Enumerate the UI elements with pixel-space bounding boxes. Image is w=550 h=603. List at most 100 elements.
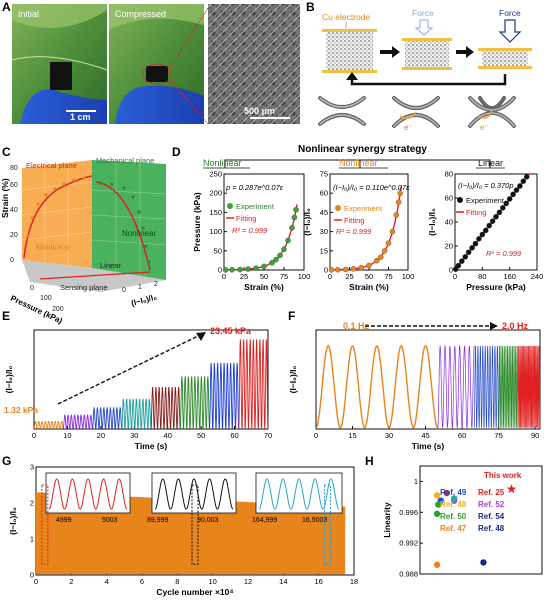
label-force-2: Force xyxy=(499,8,521,18)
mechanical-data-points xyxy=(98,181,151,264)
y-tick-label: 30 xyxy=(320,227,328,236)
panel-letter-b: B xyxy=(306,0,315,14)
data-point xyxy=(496,209,503,216)
arrow-right-icon xyxy=(456,46,474,58)
x-axis-label: Cycle number ×10⁴ xyxy=(156,587,233,597)
equation-d3: (I−I₀)/I₀ = 0.370p xyxy=(458,181,514,190)
x-tick-label: 30 xyxy=(385,431,393,440)
ref-point xyxy=(433,492,441,499)
legend-fit-d1: Fitting xyxy=(236,214,256,223)
x-tick-label: 0 xyxy=(32,431,36,440)
x-tick-label: 240 xyxy=(531,272,544,281)
svg-text:100: 100 xyxy=(40,295,52,302)
panel-h: H 0.988 0.992 0.996 1 Linearity This work Re… xyxy=(365,454,543,579)
y-tick-label: 0 xyxy=(30,571,34,580)
data-point xyxy=(291,214,298,221)
x-tick-label: 75 xyxy=(280,272,288,281)
x-tick-label: 100 xyxy=(402,272,415,281)
inset3-left: 164,999 xyxy=(252,517,277,524)
label-this-work: This work xyxy=(484,471,522,480)
data-point xyxy=(281,246,287,253)
data-point xyxy=(328,267,335,273)
plot-frame xyxy=(315,329,541,430)
x-tick-label: 0 xyxy=(34,577,38,586)
mechanical-plane xyxy=(92,160,166,280)
panel-b: B Cu electrode Force Force xyxy=(306,0,532,132)
x-tick-label: 30 xyxy=(130,431,138,440)
strategy-title: Nonlinear synergy strategy xyxy=(298,144,427,155)
data-point xyxy=(462,254,468,260)
panel-letter-g: G xyxy=(2,454,11,468)
inset1-left: 4999 xyxy=(56,517,72,524)
data-point xyxy=(493,213,499,220)
r2-d3: R² = 0.999 xyxy=(486,249,522,258)
label-linear: Linear xyxy=(100,261,121,270)
svg-text:1: 1 xyxy=(138,284,142,291)
data-point xyxy=(524,174,530,180)
x-tick-label: 16 xyxy=(314,577,322,586)
data-point xyxy=(277,252,283,259)
y-axis-label: Linearity xyxy=(382,502,392,538)
data-point xyxy=(500,205,506,211)
electron-label-2: e⁻ xyxy=(480,123,489,132)
x-axis-label: Time (s) xyxy=(135,441,168,451)
electrical-plane xyxy=(22,160,92,268)
zoom-marker xyxy=(41,484,49,565)
x-tick-label: 70 xyxy=(264,431,272,440)
x-axis-label: Strain (%) xyxy=(244,282,284,292)
y-tick-label: 3 xyxy=(30,463,34,472)
signal-trace xyxy=(473,345,499,428)
data-point xyxy=(377,254,384,260)
x-axis-label: Time (s) xyxy=(412,441,445,451)
chart-f: 0 15 30 45 60 75 90 Time (s) (I−I₀)/I₀ xyxy=(288,329,541,451)
c-z-axis-label: Strain (%) xyxy=(0,178,10,218)
arrow-icon xyxy=(196,332,206,341)
y-tick-label: 1 xyxy=(30,535,34,544)
signal-trace xyxy=(150,387,181,429)
panel-d: D Nonlinear synergy strategy Nonlinear N… xyxy=(172,144,543,292)
x-tick-label: 160 xyxy=(503,272,516,281)
label-low-freq: 0.1 Hz xyxy=(343,321,370,331)
data-point xyxy=(465,249,472,255)
data-point xyxy=(245,266,251,272)
data-point xyxy=(455,262,462,269)
equation-d1: p = 0.287e^0.07ε xyxy=(225,183,284,192)
ref-point xyxy=(480,559,487,566)
label-nonlinear-right: Nonlinear xyxy=(122,229,157,238)
data-point xyxy=(285,237,291,244)
c-y-axis-label: (I−I₀)/I₀ xyxy=(130,292,158,308)
r2-d2: R² = 0.999 xyxy=(336,227,372,236)
plot-frame xyxy=(419,465,543,575)
inset-trace xyxy=(48,478,128,510)
y-tick-label: 60 xyxy=(320,189,328,198)
electrical-data-points xyxy=(26,176,86,238)
legend-exp-d1: Experiment xyxy=(236,202,275,211)
x-tick-label: 0 xyxy=(314,431,318,440)
signal-trace xyxy=(33,420,64,430)
data-point xyxy=(479,231,486,238)
signal-trace xyxy=(121,398,152,429)
x-tick-label: 45 xyxy=(421,431,429,440)
legend-entry: Ref. 48 xyxy=(440,500,467,509)
svg-text:80: 80 xyxy=(10,165,18,172)
data-point xyxy=(489,218,496,224)
ref-point xyxy=(433,510,441,518)
signal-trace xyxy=(498,345,519,428)
data-point xyxy=(506,196,513,202)
y-axis-label: (I−I₀)/I₀ xyxy=(288,365,298,393)
data-point xyxy=(510,191,516,198)
svg-text:2: 2 xyxy=(154,281,158,288)
legend-h: Ref. 49 Ref. 25 Ref. 48 Ref. 52 Ref. 50 Ref. … xyxy=(440,488,505,533)
data-point xyxy=(397,190,403,196)
y-tick-label: 60 xyxy=(445,194,453,203)
svg-text:0: 0 xyxy=(10,257,14,264)
y-tick-label: 45 xyxy=(320,208,328,217)
inset-frame xyxy=(45,472,131,514)
x-tick-label: 75 xyxy=(384,272,392,281)
x-tick-label: 60 xyxy=(230,431,238,440)
signal-trace xyxy=(92,406,123,431)
legend-entry: Ref. 25 xyxy=(478,488,505,497)
signal-trace xyxy=(437,344,475,429)
